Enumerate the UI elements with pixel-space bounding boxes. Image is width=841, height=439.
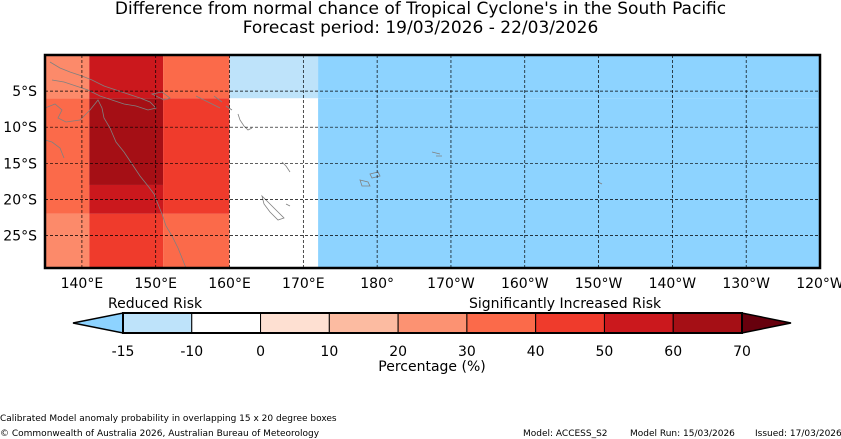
colorbar-segment-4 [397,312,468,334]
colorbar-tick-label: 40 [527,344,545,360]
lon-tick-label: 140°W [649,276,697,292]
lon-tick-label: 180° [360,276,394,292]
issued-date: Issued: 17/03/2026 [755,429,841,439]
map-title: Difference from normal chance of Tropica… [114,0,727,19]
colorbar-segment-7 [603,312,674,334]
lon-tick-label: 150°E [134,276,177,292]
colorbar-segment-1 [191,312,262,334]
probability-cell-13 [163,213,230,268]
colorbar-axis-label: Percentage (%) [378,359,485,375]
method-note: Calibrated Model anomaly probability in … [0,414,337,424]
colorbar-tick-label: 0 [256,344,265,360]
coastline-samoa [431,151,442,157]
lon-tick-label: 150°W [575,276,623,292]
probability-cell-5 [45,98,90,214]
colorbar-tick-label: 30 [458,344,476,360]
colorbar-tick-label: 10 [320,344,338,360]
coastline-fiji [359,171,381,187]
probability-cell-11 [45,213,90,268]
colorbar-tick-label: -10 [180,344,203,360]
map-frame [43,53,822,270]
lat-tick-label: 10°S [3,120,37,136]
colorbar-tick-label: 50 [596,344,614,360]
probability-cell-7 [163,98,230,214]
lon-tick-label: 140°E [61,276,104,292]
colorbar-tick-label: 60 [664,344,682,360]
coastline-gulf [45,139,65,159]
colorbar-tick-label: -15 [112,344,135,360]
colorbar-segment-5 [466,312,537,334]
lat-tick-label: 15°S [3,156,37,172]
colorbar-tick-labels: -15 -10 0 10 20 30 40 50 60 70 [112,344,751,360]
colorbar-tick-label: 70 [733,344,751,360]
lon-tick-label: 130°W [722,276,770,292]
lat-tick-label: 25°S [3,229,37,245]
lat-tick-label: 20°S [3,192,37,208]
probability-cell-4 [318,55,820,99]
coastline-bismarck [150,91,171,101]
colorbar-segment-2 [260,312,330,334]
probability-cell-2 [163,55,230,99]
longitude-tick-labels: 140°E 150°E 160°E 170°E 180° 170°W 160°W 150°W 1… [61,276,841,292]
lon-tick-label: 120°W [796,276,841,292]
coastline-australia [45,99,187,268]
probability-cell-1 [89,55,164,99]
colorbar-segment-8 [672,312,743,334]
latitude-tick-labels: 5°S 10°S 15°S 20°S 25°S [3,84,37,244]
copyright: © Commonwealth of Australia 2026, Austra… [0,429,320,439]
model-name: Model: ACCESS_S2 [523,429,608,439]
probability-cell-9 [318,98,820,268]
colorbar-frame [122,312,743,334]
probability-cells [45,55,820,268]
coastline-solomon-islands [195,95,233,111]
colorbar-under-arrow [72,312,124,334]
colorbar-segment-3 [328,312,399,334]
probability-cell-6 [89,98,164,185]
colorbar-tick-label: 20 [389,344,407,360]
reduced-risk-label: Reduced Risk [108,296,203,312]
colorbar [72,312,792,334]
forecast-period: Forecast period: 19/03/2026 - 22/03/2026 [242,18,599,38]
lat-tick-label: 5°S [12,84,37,100]
probability-cell-3 [229,55,319,99]
coastline-loyalty-islands [281,161,291,207]
model-run-date: Model Run: 15/03/2026 [630,429,735,439]
lon-tick-label: 160°W [501,276,549,292]
lon-tick-label: 170°E [282,276,325,292]
colorbar-segment-6 [535,312,605,334]
colorbar-over-arrow [741,312,792,334]
coastline-vanuatu [237,113,253,131]
lon-tick-label: 160°E [208,276,251,292]
lon-tick-label: 170°W [427,276,475,292]
increased-risk-label: Significantly Increased Risk [469,296,662,312]
probability-cell-12 [89,213,164,268]
colorbar-segment-0 [122,312,193,334]
coastline-new-caledonia [261,194,285,221]
